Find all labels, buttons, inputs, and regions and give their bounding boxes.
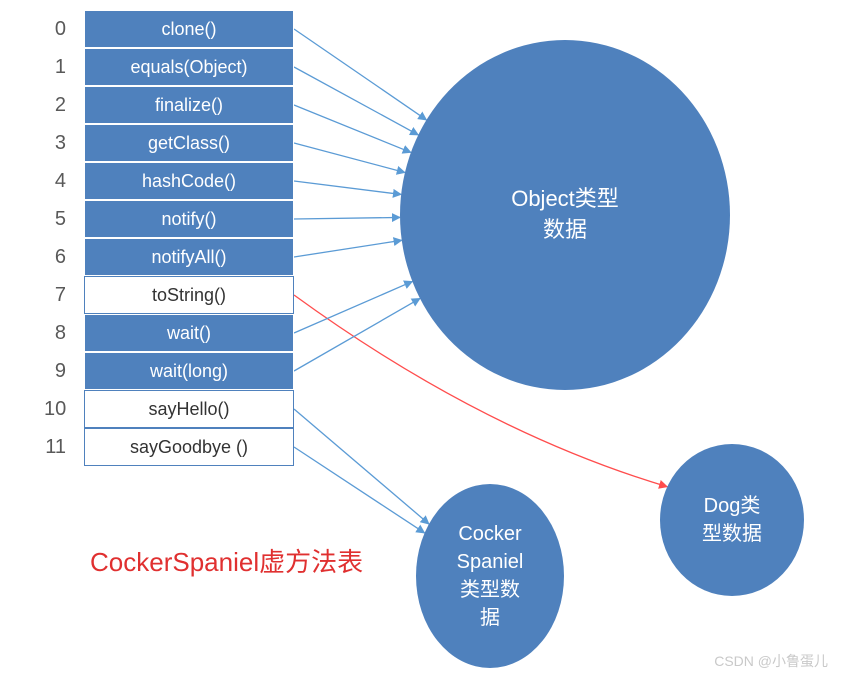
cocker-ellipse: Cocker Spaniel 类型数 据 (416, 484, 564, 668)
method-cell: clone() (84, 10, 294, 48)
row-index: 11 (44, 436, 74, 459)
method-cell: toString() (84, 276, 294, 314)
row-index: 1 (44, 56, 74, 79)
table-row: 0clone() (84, 10, 294, 48)
arrow (294, 240, 402, 257)
object-ellipse: Object类型 数据 (400, 40, 730, 390)
method-cell: notify() (84, 200, 294, 238)
arrow (294, 281, 412, 333)
row-index: 5 (44, 208, 74, 231)
table-row: 8wait() (84, 314, 294, 352)
arrow (294, 409, 429, 524)
cocker-ellipse-line4: 据 (480, 607, 500, 629)
row-index: 6 (44, 246, 74, 269)
row-index: 0 (44, 18, 74, 41)
method-cell: wait(long) (84, 352, 294, 390)
row-index: 4 (44, 170, 74, 193)
cocker-ellipse-line1: Cocker (458, 523, 521, 545)
object-ellipse-line2: 数据 (543, 217, 587, 242)
table-row: 9wait(long) (84, 352, 294, 390)
arrow (294, 217, 400, 219)
arrow (294, 29, 426, 120)
arrow (294, 67, 418, 135)
table-row: 3getClass() (84, 124, 294, 162)
watermark-text: CSDN @小鲁蛋儿 (714, 651, 828, 671)
dog-ellipse-line1: Dog类 (704, 495, 761, 517)
dog-ellipse-line2: 型数据 (702, 523, 762, 545)
arrow (294, 447, 425, 533)
arrow (294, 105, 411, 152)
row-index: 7 (44, 284, 74, 307)
method-cell: sayGoodbye () (84, 428, 294, 466)
method-cell: equals(Object) (84, 48, 294, 86)
row-index: 2 (44, 94, 74, 117)
row-index: 9 (44, 360, 74, 383)
table-row: 4hashCode() (84, 162, 294, 200)
method-cell: finalize() (84, 86, 294, 124)
method-cell: wait() (84, 314, 294, 352)
dog-ellipse: Dog类 型数据 (660, 444, 804, 596)
arrow (294, 298, 420, 371)
table-row: 1equals(Object) (84, 48, 294, 86)
table-row: 5notify() (84, 200, 294, 238)
arrow (294, 181, 401, 194)
cocker-ellipse-line2: Spaniel (457, 551, 524, 573)
method-cell: getClass() (84, 124, 294, 162)
vtable: 0clone()1equals(Object)2finalize()3getCl… (84, 10, 294, 466)
method-cell: notifyAll() (84, 238, 294, 276)
method-cell: sayHello() (84, 390, 294, 428)
cocker-ellipse-line3: 类型数 (460, 579, 520, 601)
table-row: 10sayHello() (84, 390, 294, 428)
table-row: 6notifyAll() (84, 238, 294, 276)
row-index: 8 (44, 322, 74, 345)
object-ellipse-line1: Object类型 (511, 186, 619, 211)
arrow (294, 143, 405, 172)
row-index: 3 (44, 132, 74, 155)
method-cell: hashCode() (84, 162, 294, 200)
table-row: 11sayGoodbye () (84, 428, 294, 466)
caption-text: CockerSpaniel虚方法表 (90, 542, 363, 579)
table-row: 2finalize() (84, 86, 294, 124)
table-row: 7toString() (84, 276, 294, 314)
row-index: 10 (44, 398, 74, 421)
